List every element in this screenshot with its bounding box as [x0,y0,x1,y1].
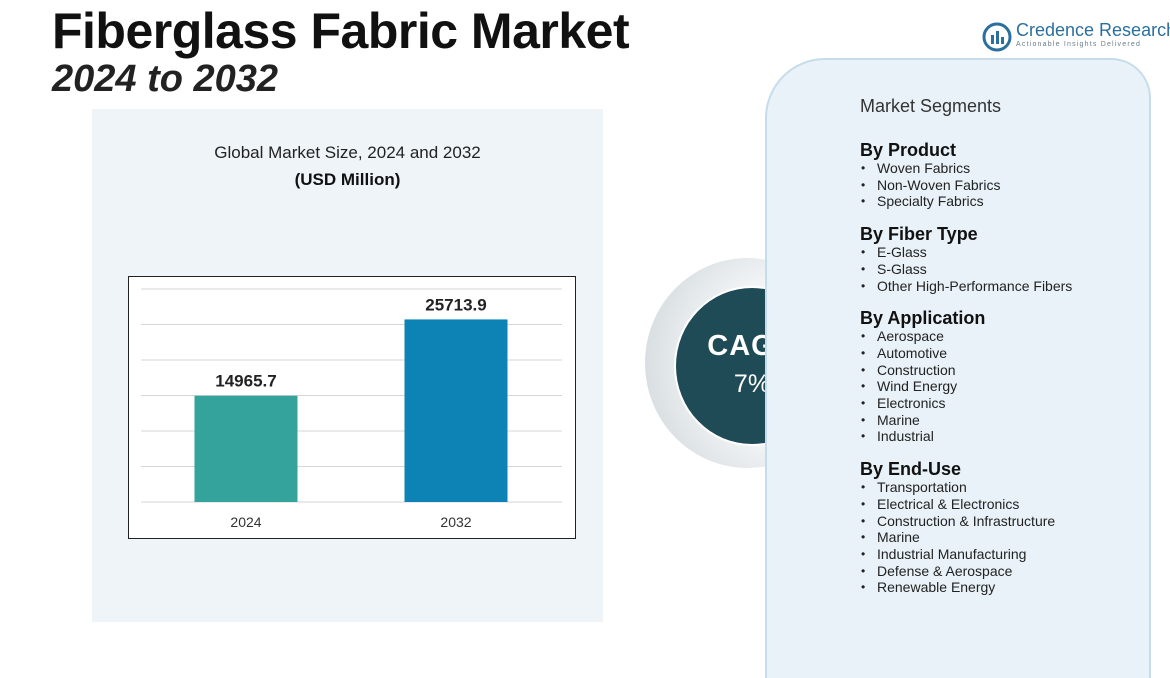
segment-item: Other High-Performance Fibers [860,278,1160,295]
bar [194,395,298,502]
segment-item-list: AerospaceAutomotiveConstructionWind Ener… [860,328,1160,445]
segment-group-title: By Fiber Type [860,224,978,245]
brand-logo: Credence Research Actionable Insights De… [982,20,1170,54]
segments-heading: Market Segments [860,96,1002,116]
segment-item: Marine [860,529,1160,546]
segment-group: By End-UseTransportationElectrical & Ele… [860,459,1160,596]
chart-panel: Global Market Size, 2024 and 2032 (USD M… [92,109,603,622]
segment-item: Non-Woven Fabrics [860,177,1160,194]
segment-group-title: By End-Use [860,459,962,480]
segment-item: Woven Fabrics [860,160,1160,177]
segments-list: By ProductWoven FabricsNon-Woven Fabrics… [860,140,1160,610]
segment-item: Industrial Manufacturing [860,546,1160,563]
segment-group-title: By Application [860,308,986,329]
segment-item: Industrial [860,428,1160,445]
bar [404,319,508,502]
segment-item: Aerospace [860,328,1160,345]
x-tick-label: 2032 [440,514,471,530]
page-subtitle: 2024 to 2032 [52,58,279,100]
bar-chart-circle-icon [982,22,1012,52]
segment-item: Electronics [860,395,1160,412]
data-label: 25713.9 [425,295,486,314]
segment-item: Renewable Energy [860,579,1160,596]
x-tick-label: 2024 [230,514,261,530]
segment-group-title: By Product [860,140,957,160]
chart-title: Global Market Size, 2024 and 2032 [214,143,481,162]
segment-group: By ProductWoven FabricsNon-Woven Fabrics… [860,140,1160,210]
segment-item: Wind Energy [860,378,1160,395]
segment-item: Automotive [860,345,1160,362]
segment-item: Transportation [860,479,1160,496]
segment-item: E-Glass [860,244,1160,261]
segment-group: By ApplicationAerospaceAutomotiveConstru… [860,308,1160,445]
bar-chart: 14965.7 2024 25713.9 2032 [128,276,576,539]
segment-item: Specialty Fabrics [860,193,1160,210]
segment-item: Electrical & Electronics [860,496,1160,513]
cagr-value: 7% [733,370,771,398]
segment-item: Marine [860,412,1160,429]
segment-item: S-Glass [860,261,1160,278]
segment-group: By Fiber TypeE-GlassS-GlassOther High-Pe… [860,224,1160,294]
brand-tagline: Actionable Insights Delivered [1016,41,1142,48]
segment-item: Defense & Aerospace [860,563,1160,580]
segment-item-list: Woven FabricsNon-Woven FabricsSpecialty … [860,160,1160,210]
page-title: Fiberglass Fabric Market [52,3,630,59]
segment-item: Construction [860,362,1160,379]
brand-name: Credence Research [1016,20,1170,40]
segment-item-list: TransportationElectrical & ElectronicsCo… [860,479,1160,596]
segment-item-list: E-GlassS-GlassOther High-Performance Fib… [860,244,1160,294]
segment-item: Construction & Infrastructure [860,513,1160,530]
data-label: 14965.7 [215,372,276,391]
chart-unit-label: (USD Million) [294,170,401,189]
